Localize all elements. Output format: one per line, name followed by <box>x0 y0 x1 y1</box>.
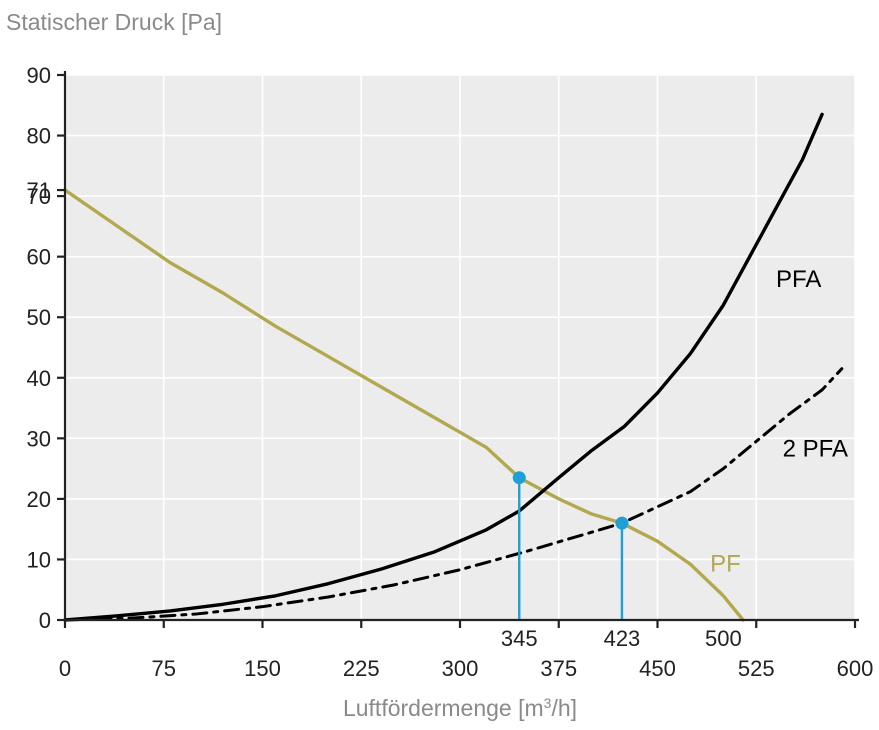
y-tick-label: 40 <box>27 366 51 391</box>
chart-svg: 0102030405060708090710751502253003754505… <box>0 0 879 730</box>
x-tick-label-extra: 423 <box>604 626 641 651</box>
x-tick-label-extra: 345 <box>501 626 538 651</box>
x-tick-label: 375 <box>540 656 577 681</box>
x-tick-label-extra: 500 <box>705 626 742 651</box>
y-tick-label-extra: 71 <box>27 178 51 203</box>
fan-curve-chart: 0102030405060708090710751502253003754505… <box>0 0 879 730</box>
series-label-2pfa: 2 PFA <box>783 436 848 463</box>
y-tick-label: 50 <box>27 305 51 330</box>
x-tick-label: 225 <box>343 656 380 681</box>
x-tick-label: 525 <box>738 656 775 681</box>
series-label-pf: PF <box>710 551 741 578</box>
y-tick-label: 30 <box>27 426 51 451</box>
y-tick-label: 10 <box>27 547 51 572</box>
y-tick-label: 20 <box>27 487 51 512</box>
x-tick-label: 75 <box>152 656 176 681</box>
y-tick-label: 90 <box>27 63 51 88</box>
y-tick-label: 60 <box>27 245 51 270</box>
x-tick-label: 0 <box>59 656 71 681</box>
y-tick-label: 0 <box>39 608 51 633</box>
x-tick-label: 150 <box>244 656 281 681</box>
x-tick-label: 600 <box>837 656 874 681</box>
marker-dot <box>615 517 628 530</box>
y-axis-title: Statischer Druck [Pa] <box>6 9 222 35</box>
x-tick-label: 450 <box>639 656 676 681</box>
y-tick-label: 80 <box>27 124 51 149</box>
x-tick-label: 300 <box>442 656 479 681</box>
x-axis-title: Luftfördermenge [m3/h] <box>343 695 577 721</box>
series-label-pfa: PFA <box>776 266 821 293</box>
marker-dot <box>513 471 526 484</box>
